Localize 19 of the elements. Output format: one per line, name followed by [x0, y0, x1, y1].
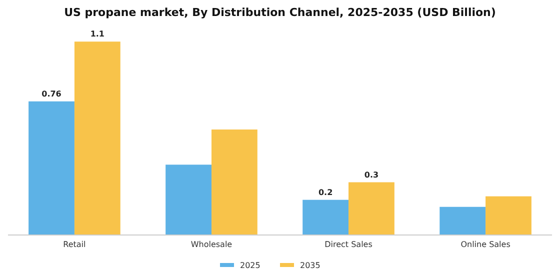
- bar: [211, 130, 258, 235]
- x-tick-label: Wholesale: [190, 240, 232, 249]
- bar: [302, 200, 349, 235]
- chart-title: US propane market, By Distribution Channel, 2025-2035 (USD Billion): [64, 6, 496, 19]
- x-tick-label: Online Sales: [460, 240, 510, 249]
- data-label: 0.3: [364, 170, 379, 180]
- data-label: 0.76: [42, 89, 62, 98]
- bar: [28, 101, 74, 235]
- data-label: 1.1: [90, 30, 105, 39]
- x-tick-label: Direct Sales: [324, 240, 372, 249]
- bar: [440, 206, 486, 235]
- data-label: 0.2: [318, 188, 333, 197]
- bar: [486, 196, 532, 235]
- bar: [74, 42, 120, 235]
- legend-label: 2025: [240, 261, 260, 270]
- legend-label: 2035: [300, 261, 320, 270]
- bar: [348, 182, 394, 235]
- x-tick-label: Retail: [63, 240, 86, 249]
- bar: [166, 164, 212, 235]
